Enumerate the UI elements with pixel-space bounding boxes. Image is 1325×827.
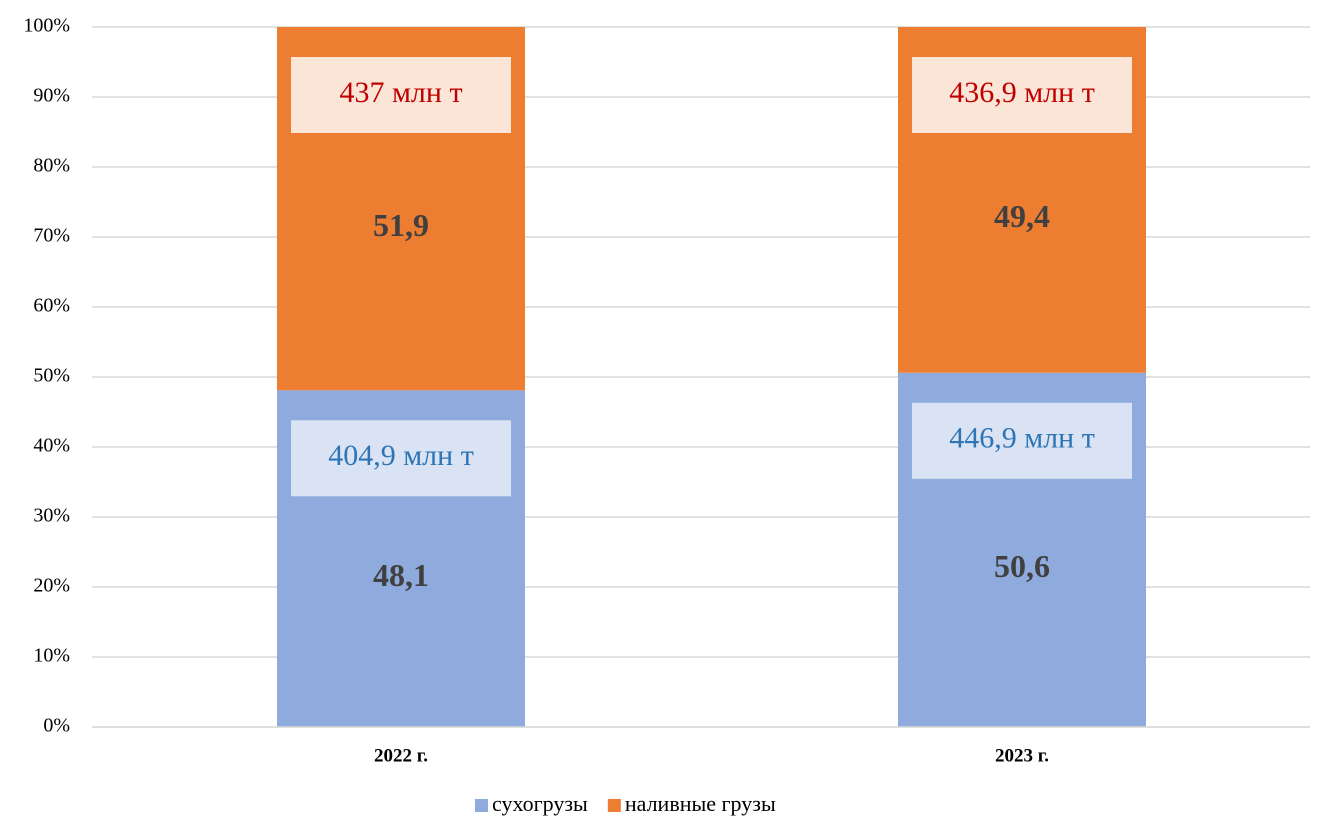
- y-tick-label: 100%: [23, 15, 70, 37]
- legend-swatch: [475, 799, 488, 812]
- annotation-box: [291, 420, 511, 497]
- annotation-box: [912, 57, 1132, 133]
- value-label: 50,6: [994, 548, 1050, 584]
- y-tick-label: 80%: [33, 155, 70, 177]
- y-tick-label: 70%: [33, 225, 70, 247]
- annotation: 404,9 млн т: [328, 439, 474, 472]
- y-tick-label: 40%: [33, 435, 70, 457]
- annotation: 436,9 млн т: [949, 76, 1095, 109]
- value-label: 48,1: [373, 557, 429, 593]
- annotation: 437 млн т: [339, 76, 462, 109]
- x-tick-label: 2022 г.: [374, 745, 428, 766]
- annotation-box: [291, 57, 511, 133]
- y-tick-label: 20%: [33, 575, 70, 597]
- legend-label: наливные грузы: [625, 791, 776, 816]
- annotation: 446,9 млн т: [949, 422, 1095, 455]
- value-label: 51,9: [373, 207, 429, 243]
- x-tick-label: 2023 г.: [995, 745, 1049, 766]
- y-tick-label: 50%: [33, 365, 70, 387]
- y-tick-label: 0%: [43, 715, 70, 737]
- y-tick-label: 90%: [33, 85, 70, 107]
- legend-label: сухогрузы: [492, 791, 588, 816]
- legend-swatch: [607, 799, 621, 812]
- y-tick-label: 10%: [33, 645, 70, 667]
- annotation-box: [912, 402, 1132, 479]
- y-tick-label: 30%: [33, 505, 70, 527]
- value-label: 49,4: [994, 198, 1050, 234]
- y-tick-label: 60%: [33, 295, 70, 317]
